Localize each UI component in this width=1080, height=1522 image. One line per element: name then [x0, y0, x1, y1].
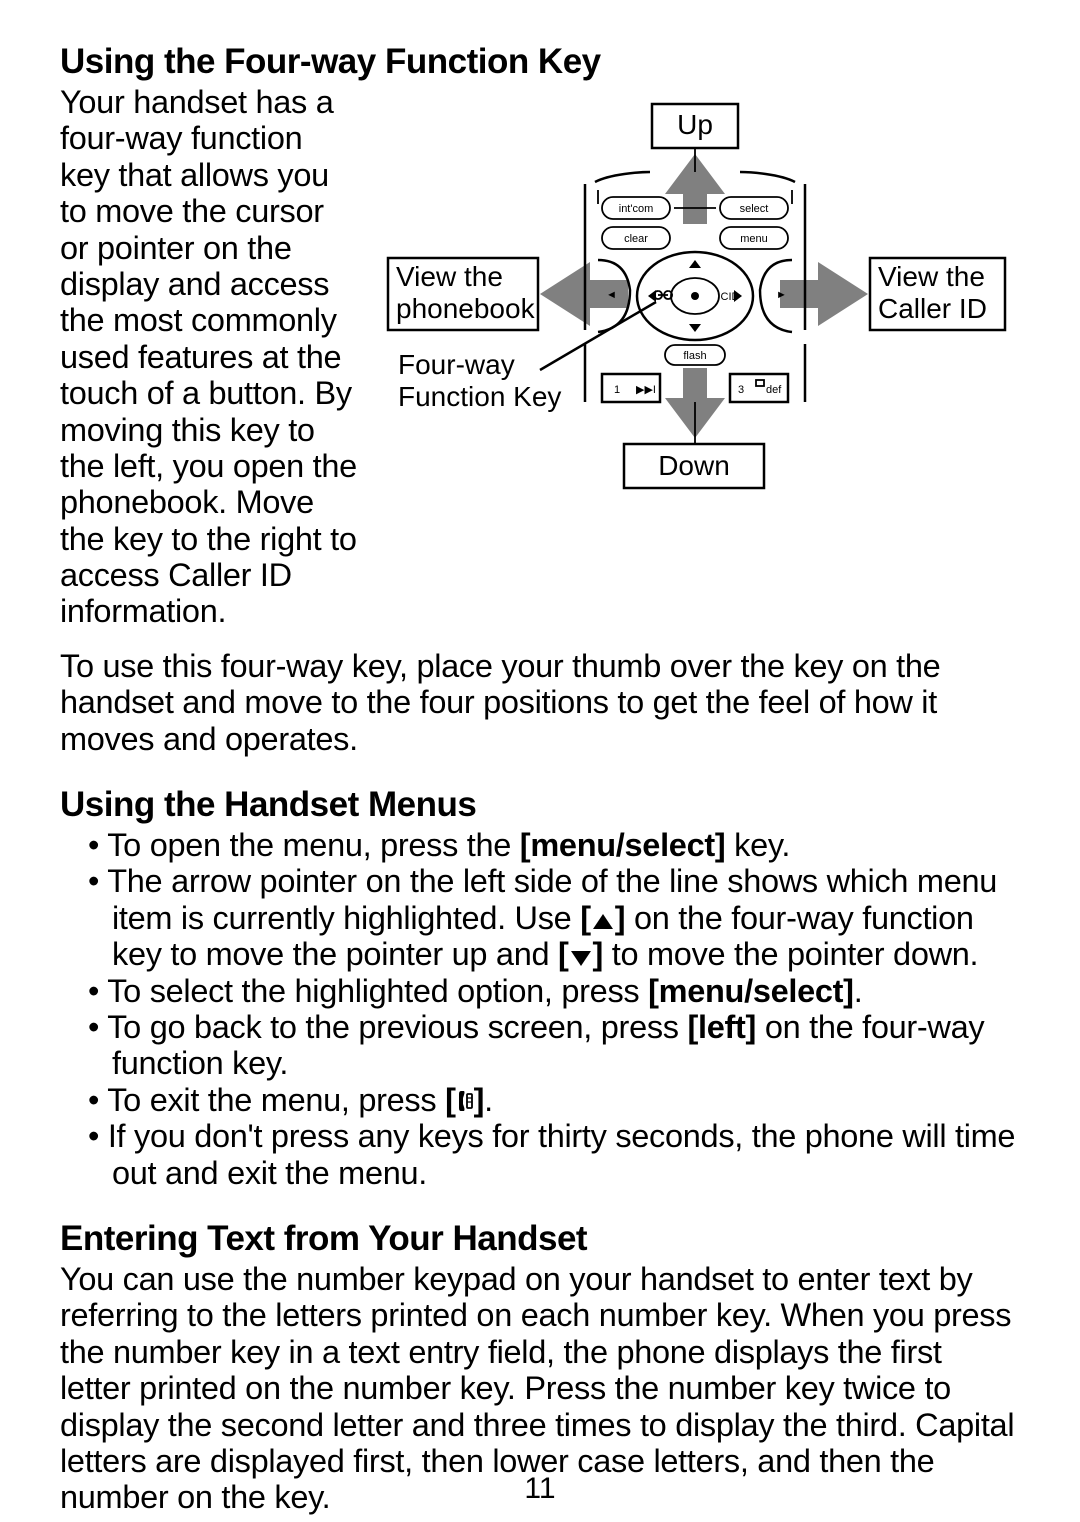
svg-text:def: def: [766, 384, 782, 396]
svg-text:3: 3: [738, 384, 744, 396]
figure-container: Up Down View the phonebook View the Call…: [380, 84, 1020, 504]
up-label: Up: [677, 109, 713, 140]
section1-para2: To use this four-way key, place your thu…: [60, 648, 1020, 757]
section3-title: Entering Text from Your Handset: [60, 1219, 1020, 1259]
bullet-5: To exit the menu, press [].: [88, 1082, 1020, 1118]
fn-label-l2: Function Key: [398, 381, 561, 412]
left-label-l1: View the: [396, 261, 503, 292]
bullet-6: If you don't press any keys for thirty s…: [88, 1118, 1020, 1191]
right-label-l2: Caller ID: [878, 293, 987, 324]
right-label-l1: View the: [878, 261, 985, 292]
svg-text:1: 1: [614, 384, 620, 396]
section2-title: Using the Handset Menus: [60, 785, 1020, 825]
svg-text:◄: ◄: [606, 289, 617, 301]
bullet-1: To open the menu, press the [menu/select…: [88, 827, 1020, 863]
section1-intro: Your handset has a four-way function key…: [60, 84, 380, 630]
btn-menu: menu: [740, 233, 768, 245]
fourway-figure: Up Down View the phonebook View the Call…: [380, 84, 1020, 504]
end-call-icon: [456, 1088, 474, 1114]
down-label: Down: [658, 450, 730, 481]
up-triangle-icon: [591, 912, 615, 932]
bullet-3: To select the highlighted option, press …: [88, 973, 1020, 1009]
btn-flash: flash: [683, 350, 706, 362]
bullet-2: The arrow pointer on the left side of th…: [88, 863, 1020, 972]
svg-text:►: ►: [776, 289, 787, 301]
btn-intcom: int'com: [619, 203, 654, 215]
section1-title: Using the Four-way Function Key: [60, 42, 1020, 82]
btn-clear: clear: [624, 233, 648, 245]
fn-label-l1: Four-way: [398, 349, 515, 380]
down-triangle-icon: [569, 948, 593, 968]
page-number: 11: [0, 1472, 1080, 1506]
left-label-l2: phonebook: [396, 293, 536, 324]
section2-list: To open the menu, press the [menu/select…: [88, 827, 1020, 1191]
svg-text:▶▶I: ▶▶I: [636, 384, 656, 396]
bullet-4: To go back to the previous screen, press…: [88, 1009, 1020, 1082]
btn-select: select: [740, 203, 769, 215]
section1-block: Up Down View the phonebook View the Call…: [60, 84, 1020, 630]
